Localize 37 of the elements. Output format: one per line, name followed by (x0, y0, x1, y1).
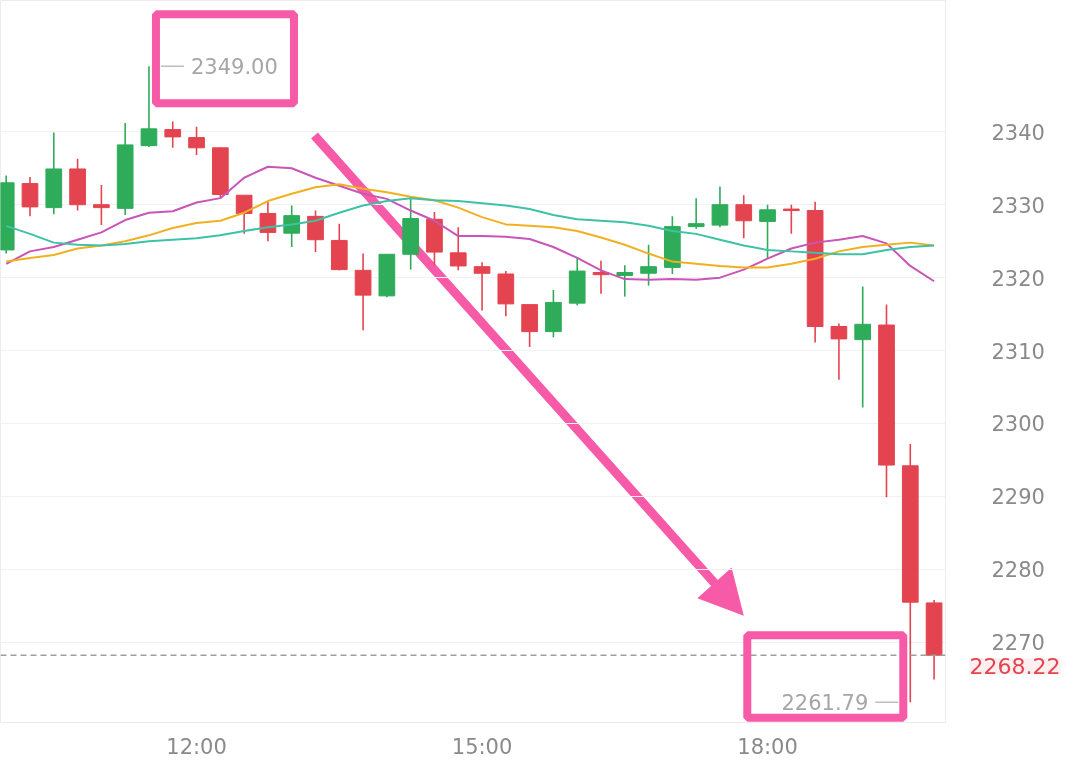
candlestick (687, 197, 705, 230)
line-series (5, 165, 936, 283)
line-series (5, 197, 936, 256)
candlestick (283, 204, 301, 248)
ref-line-label: 2268.22 (969, 654, 1061, 680)
candlestick (854, 285, 872, 409)
x-tick-label: 15:00 (451, 734, 513, 759)
candlestick (164, 120, 182, 149)
x-tick-label: 12:00 (166, 734, 227, 759)
y-tick-label: 2290 (991, 485, 1045, 510)
y-tick-label: 2310 (991, 339, 1045, 364)
y-tick-label: 2270 (991, 631, 1045, 656)
candlestick (830, 322, 848, 381)
candlestick (640, 244, 657, 287)
candlestick (93, 184, 110, 226)
y-tick-label: 2280 (991, 558, 1045, 583)
candlestick (759, 203, 776, 259)
candlestick (616, 264, 634, 298)
candlestick (188, 125, 205, 156)
x-tick-label: 18:00 (737, 734, 798, 759)
candlestick (307, 209, 324, 253)
annotation: 2349.00 (190, 55, 278, 80)
y-tick-label: 2300 (991, 412, 1045, 437)
candlestick (711, 185, 729, 229)
y-tick-label: 2340 (991, 120, 1045, 145)
line-series (5, 183, 936, 269)
candlestick (259, 200, 277, 242)
candlestick (21, 176, 39, 218)
candlestick (782, 203, 800, 235)
y-tick-label: 2320 (991, 266, 1045, 291)
candlestick (140, 65, 158, 148)
candlestick (235, 194, 253, 235)
candlestick (449, 226, 467, 272)
candlestick (735, 194, 753, 240)
y-tick-label: 2330 (991, 193, 1045, 218)
candlestick (473, 261, 491, 312)
annotation: 2261.79 (781, 691, 869, 716)
